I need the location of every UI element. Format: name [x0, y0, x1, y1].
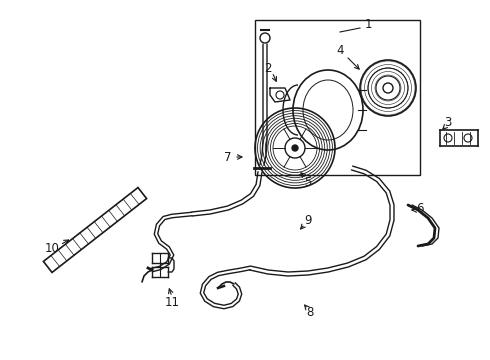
Text: 9: 9: [304, 213, 312, 226]
Text: 4: 4: [336, 44, 344, 57]
Text: 3: 3: [444, 116, 452, 129]
Text: 1: 1: [364, 18, 372, 31]
Circle shape: [292, 145, 298, 151]
Text: 2: 2: [264, 62, 272, 75]
Text: 8: 8: [306, 306, 314, 320]
Text: 7: 7: [224, 150, 232, 163]
Text: 5: 5: [304, 176, 312, 189]
Bar: [255, 20, 420, 175]
Text: 11: 11: [165, 296, 179, 309]
Text: 6: 6: [416, 202, 424, 215]
Text: 10: 10: [45, 242, 59, 255]
